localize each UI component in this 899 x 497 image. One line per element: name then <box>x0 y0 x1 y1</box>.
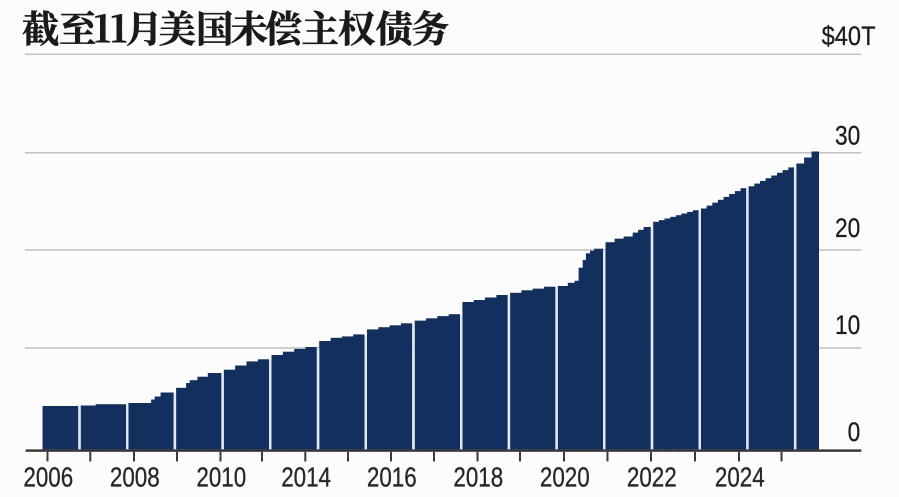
svg-text:10: 10 <box>835 310 860 340</box>
svg-text:30: 30 <box>835 120 860 150</box>
svg-text:2020: 2020 <box>540 462 590 493</box>
svg-text:2016: 2016 <box>367 462 417 493</box>
svg-text:$40T: $40T <box>822 21 876 51</box>
svg-text:2024: 2024 <box>715 462 765 493</box>
svg-text:2008: 2008 <box>110 462 160 493</box>
svg-text:2010: 2010 <box>196 462 246 493</box>
svg-text:20: 20 <box>835 213 860 243</box>
svg-text:2018: 2018 <box>453 462 503 493</box>
svg-text:2022: 2022 <box>627 462 677 493</box>
svg-text:2006: 2006 <box>23 462 73 493</box>
svg-text:2014: 2014 <box>281 462 331 493</box>
svg-text:0: 0 <box>848 417 861 447</box>
